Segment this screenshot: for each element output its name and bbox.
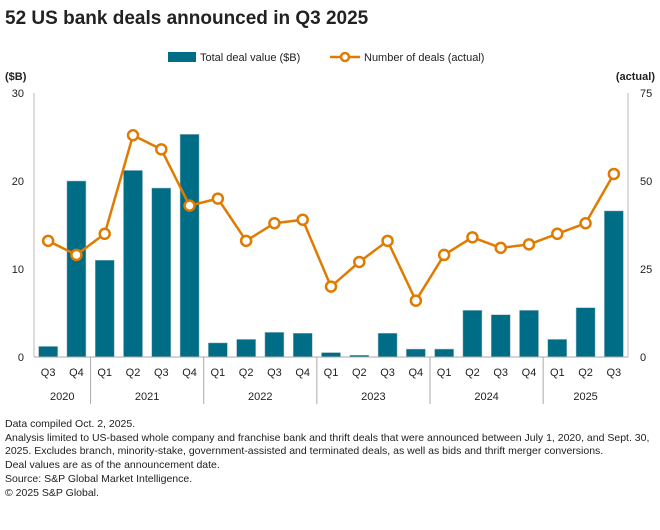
bar-deal-value <box>264 332 285 358</box>
left-tick-label: 20 <box>12 176 24 188</box>
bar-deal-value <box>208 342 228 358</box>
x-tick-label: Q1 <box>324 367 339 379</box>
right-axis-label: (actual) <box>616 71 655 83</box>
point-number-of-deals <box>126 128 140 142</box>
bar-deal-value <box>377 332 398 358</box>
note-compiled: Data compiled Oct. 2, 2025. <box>5 418 136 430</box>
bar-deal-value <box>292 332 313 358</box>
x-tick-label: Q4 <box>182 367 197 379</box>
bar-deal-value <box>604 210 624 358</box>
bar-deal-value <box>490 314 511 358</box>
point-number-of-deals <box>41 234 55 248</box>
bar-deal-value <box>123 170 143 358</box>
point-number-of-deals <box>579 216 592 230</box>
bar-deal-value <box>547 339 568 358</box>
note-copyright: © 2025 S&P Global. <box>5 487 99 499</box>
year-label: 2020 <box>50 391 74 403</box>
right-tick-label: 25 <box>640 264 652 276</box>
x-tick-label: Q3 <box>267 367 282 379</box>
x-tick-label: Q2 <box>465 367 480 379</box>
x-tick-label: Q2 <box>126 367 141 379</box>
point-number-of-deals <box>324 280 338 293</box>
point-number-of-deals <box>466 231 479 244</box>
chart-svg: Total deal value ($B) Number of deals (ac… <box>5 51 655 404</box>
legend-line-marker <box>339 51 351 63</box>
bar-deal-value <box>519 310 539 358</box>
point-number-of-deals <box>211 192 225 205</box>
x-tick-label: Q3 <box>607 367 622 379</box>
x-tick-label: Q4 <box>522 367 537 379</box>
right-tick-label: 75 <box>640 88 652 100</box>
left-tick-label: 0 <box>18 352 24 364</box>
point-number-of-deals <box>183 199 196 212</box>
x-tick-label: Q1 <box>211 367 226 379</box>
x-tick-label: Q2 <box>239 367 254 379</box>
point-number-of-deals <box>353 255 366 269</box>
x-tick-label: Q4 <box>409 367 424 379</box>
x-tick-label: Q1 <box>437 367 452 379</box>
x-tick-label: Q3 <box>493 367 508 379</box>
x-tick-label: Q2 <box>352 367 367 379</box>
point-number-of-deals <box>409 294 423 307</box>
x-tick-label: Q3 <box>154 367 169 379</box>
point-number-of-deals <box>437 248 451 262</box>
bar-deal-value <box>321 352 341 358</box>
left-tick-label: 30 <box>12 88 24 100</box>
year-label: 2024 <box>474 391 498 403</box>
bar-deal-value <box>236 339 256 358</box>
point-number-of-deals <box>522 238 536 251</box>
bar-deal-value <box>66 180 87 358</box>
right-tick-label: 50 <box>640 176 652 188</box>
point-number-of-deals <box>155 143 168 156</box>
bar-deal-value <box>462 310 483 358</box>
bar-deal-value <box>575 307 596 358</box>
bar-deal-value <box>406 348 426 358</box>
point-number-of-deals <box>296 213 309 226</box>
note-values: Deal values are as of the announcement d… <box>5 459 220 471</box>
point-number-of-deals <box>607 167 621 181</box>
point-number-of-deals <box>70 248 83 262</box>
footnotes: Data compiled Oct. 2, 2025. Analysis lim… <box>5 418 655 501</box>
year-label: 2025 <box>573 391 597 403</box>
x-tick-label: Q1 <box>550 367 565 379</box>
chart-title: 52 US bank deals announced in Q3 2025 <box>5 8 369 29</box>
bar-deal-value <box>151 187 172 358</box>
point-number-of-deals <box>268 216 281 230</box>
year-label: 2021 <box>135 391 159 403</box>
point-number-of-deals <box>239 234 253 248</box>
point-number-of-deals <box>381 234 394 248</box>
point-number-of-deals <box>551 227 564 241</box>
bar-deal-value <box>38 346 58 358</box>
note-analysis: Analysis limited to US-based whole compa… <box>5 432 650 457</box>
left-axis-label: ($B) <box>5 71 27 83</box>
year-label: 2022 <box>248 391 272 403</box>
year-label: 2023 <box>361 391 385 403</box>
x-tick-label: Q1 <box>97 367 112 379</box>
point-number-of-deals <box>494 241 507 255</box>
left-tick-label: 10 <box>12 264 24 276</box>
x-tick-label: Q4 <box>295 367 310 379</box>
bar-deal-value <box>94 259 115 358</box>
legend-bar-swatch <box>168 52 196 62</box>
x-tick-label: Q3 <box>380 367 395 379</box>
x-tick-label: Q2 <box>578 367 593 379</box>
note-source: Source: S&P Global Market Intelligence. <box>5 473 193 485</box>
x-tick-label: Q4 <box>69 367 84 379</box>
legend-bar-label: Total deal value ($B) <box>200 52 300 64</box>
bar-deal-value <box>434 348 454 358</box>
point-number-of-deals <box>98 227 111 241</box>
bar-deal-value <box>179 134 200 358</box>
x-tick-label: Q3 <box>41 367 56 379</box>
right-tick-label: 0 <box>640 352 646 364</box>
legend-line-label: Number of deals (actual) <box>364 52 484 64</box>
